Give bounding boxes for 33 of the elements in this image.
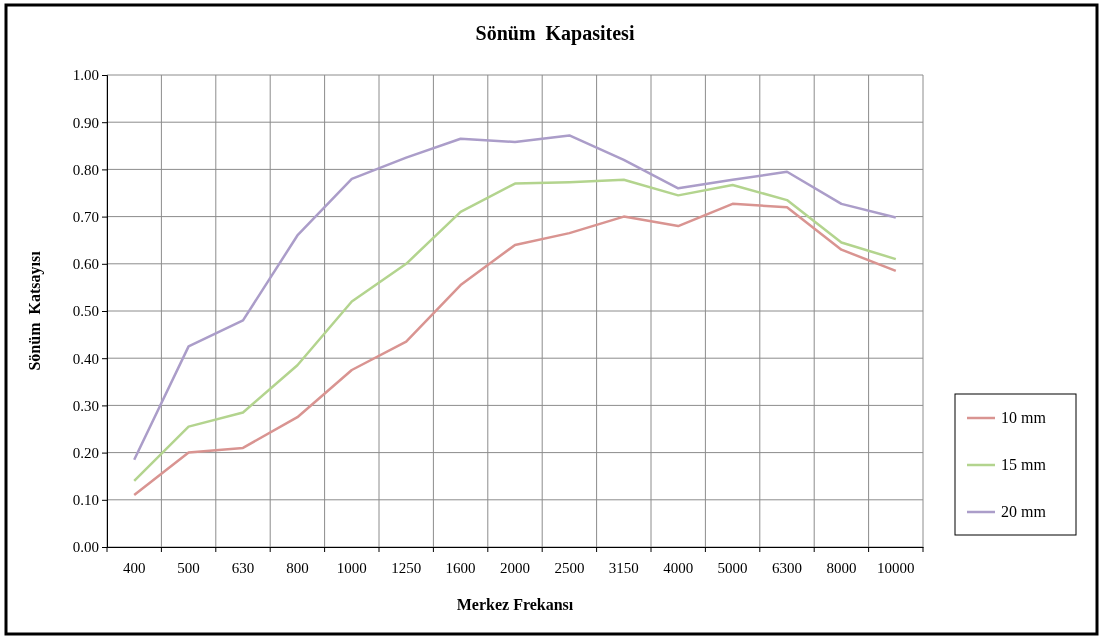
x-tick-label: 500 — [177, 559, 200, 576]
x-tick-label: 2000 — [500, 559, 530, 576]
y-tick-label: 0.90 — [72, 114, 99, 131]
y-tick-label: 0.60 — [72, 256, 99, 273]
x-tick-label: 5000 — [717, 559, 748, 576]
x-tick-label: 6300 — [772, 559, 802, 576]
y-tick-label: 0.00 — [72, 539, 99, 556]
x-tick-label: 1600 — [445, 559, 476, 576]
x-tick-label: 800 — [286, 559, 309, 576]
legend-label: 15 mm — [1001, 456, 1047, 473]
y-tick-label: 0.50 — [72, 303, 99, 320]
y-tick-label: 0.80 — [72, 161, 99, 178]
y-tick-label: 0.10 — [72, 492, 99, 509]
x-tick-label: 3150 — [608, 559, 639, 576]
y-axis-title: Sönüm Katsayısı — [26, 250, 44, 371]
y-tick-label: 0.40 — [72, 350, 99, 367]
legend-label: 20 mm — [1001, 503, 1047, 520]
y-tick-label: 0.70 — [72, 208, 99, 225]
x-tick-label: 4000 — [663, 559, 694, 576]
x-tick-label: 10000 — [877, 559, 915, 576]
line-series — [132, 134, 898, 461]
x-tick-label: 630 — [231, 559, 255, 576]
x-tick-label: 2500 — [554, 559, 585, 576]
y-tick-label: 0.20 — [72, 444, 99, 461]
x-tick-label: 400 — [122, 559, 146, 576]
x-tick-label: 1000 — [336, 559, 367, 576]
x-tick-label: 1250 — [391, 559, 422, 576]
x-axis-title: Merkez Frekansı — [456, 596, 574, 613]
y-tick-label: 0.30 — [72, 397, 99, 414]
x-tick-label: 8000 — [826, 559, 857, 576]
y-tick-label: 1.00 — [72, 67, 99, 84]
chart-title: Sönüm Kapasitesi — [475, 22, 635, 45]
legend-label: 10 mm — [1001, 409, 1047, 426]
